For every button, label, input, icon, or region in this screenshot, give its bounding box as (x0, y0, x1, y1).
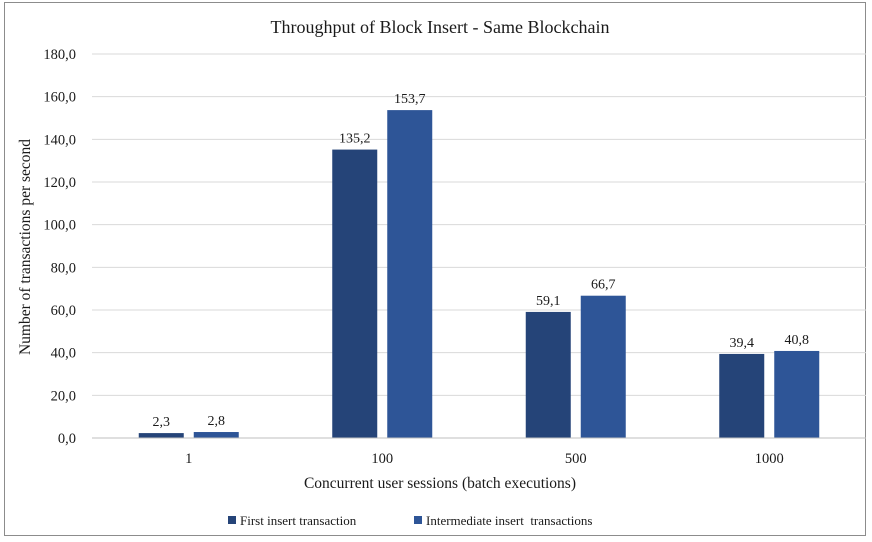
bar-first-insert-500 (525, 311, 571, 438)
y-tick-label: 160,0 (43, 90, 76, 106)
bars (138, 110, 820, 439)
y-tick-label: 0,0 (58, 431, 76, 447)
y-tick-label: 60,0 (51, 303, 76, 319)
data-label: 66,7 (591, 278, 616, 293)
legend-swatch-intermediate-insert (414, 516, 422, 524)
data-label: 39,4 (730, 336, 755, 351)
bar-intermediate-insert-100 (387, 110, 433, 439)
data-label: 2,3 (153, 415, 171, 430)
bar-first-insert-1 (138, 433, 184, 438)
x-axis-ticks: 1 100 500 1000 (185, 451, 784, 467)
data-labels: 2,3 2,8 135,2 153,7 59,1 66,7 39,4 40,8 (153, 92, 810, 430)
x-tick-label: 1000 (755, 451, 784, 467)
x-axis-title: Concurrent user sessions (batch executio… (304, 475, 576, 492)
x-tick-label: 1 (185, 451, 192, 467)
legend-label-intermediate-insert: Intermediate insert transactions (426, 513, 592, 528)
bar-first-insert-1000 (719, 353, 765, 438)
x-tick-label: 500 (565, 451, 587, 467)
x-tick-label: 100 (371, 451, 393, 467)
legend: First insert transaction Intermediate in… (228, 513, 592, 528)
y-tick-label: 100,0 (43, 218, 76, 234)
y-tick-label: 80,0 (51, 260, 76, 276)
y-tick-label: 140,0 (43, 132, 76, 148)
y-tick-label: 180,0 (43, 47, 76, 63)
bar-first-insert-100 (332, 149, 378, 438)
chart-title: Throughput of Block Insert - Same Blockc… (271, 17, 610, 37)
bar-intermediate-insert-1 (193, 432, 239, 438)
y-axis-title: Number of transactions per second (17, 139, 34, 355)
bar-intermediate-insert-1000 (774, 350, 820, 438)
y-axis-ticks: 0,0 20,0 40,0 60,0 80,0 100,0 120,0 140,0 160,0 1… (43, 47, 76, 447)
bar-intermediate-insert-500 (580, 295, 626, 438)
y-tick-label: 40,0 (51, 346, 76, 362)
legend-label-first-insert: First insert transaction (240, 513, 357, 528)
data-label: 135,2 (339, 132, 371, 147)
data-label: 59,1 (536, 294, 561, 309)
chart-frame (4, 2, 866, 536)
y-tick-label: 20,0 (51, 388, 76, 404)
y-tick-label: 120,0 (43, 175, 76, 191)
data-label: 40,8 (785, 333, 810, 348)
legend-swatch-first-insert (228, 516, 236, 524)
data-label: 2,8 (208, 414, 226, 429)
data-label: 153,7 (394, 92, 426, 107)
